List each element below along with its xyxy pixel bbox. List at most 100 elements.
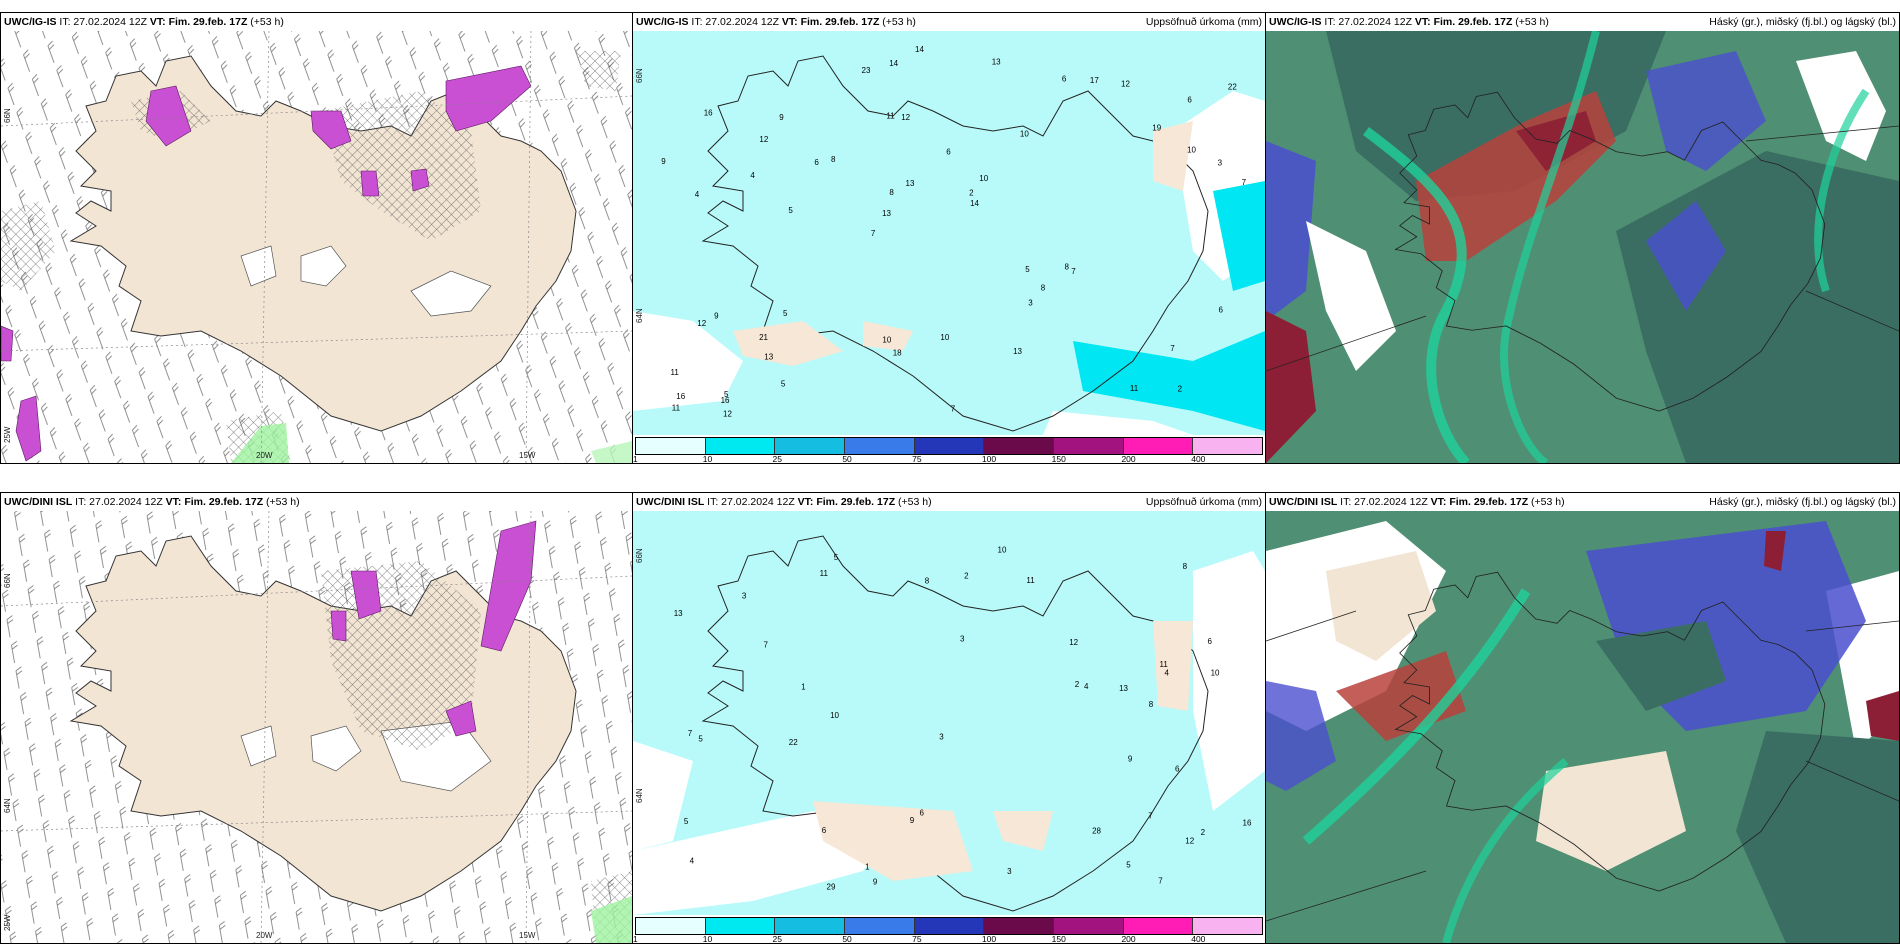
precip-value-label: 11 (1160, 660, 1169, 669)
map-snow-wind (1, 511, 632, 943)
legend-tick-label: 200 (1121, 454, 1136, 464)
legend-tick-label: 150 (1051, 454, 1066, 464)
legend-swatch (775, 438, 846, 454)
graticule-line (1805, 620, 1899, 632)
hatched-snow-area (321, 91, 481, 241)
low-cloud-green (1302, 588, 1531, 845)
legend-color-bar (635, 917, 1263, 935)
panel-title: UWC/DINI ISL IT: 27.02.2024 12Z VT: Fim.… (1266, 493, 1899, 511)
precip-value-label: 9 (779, 113, 784, 122)
legend-swatch (636, 438, 706, 454)
legend-swatch (705, 438, 776, 454)
legend-swatch (1123, 438, 1194, 454)
precip-value-label: 3 (960, 635, 965, 644)
mid-cloud-maroon (1266, 311, 1316, 463)
low-cloud-blue (1646, 51, 1766, 171)
precip-value-label: 14 (889, 59, 898, 68)
model-source: UWC/IG-IS (1269, 16, 1322, 28)
precip-value-label: 7 (1071, 267, 1076, 276)
legend-tick-label: 100 (981, 934, 997, 944)
valid-time: VT: Fim. 29.feb. 17Z (797, 496, 896, 508)
lat-label: 64N (635, 788, 644, 803)
precip-value-label: 18 (893, 348, 902, 357)
graticule-line (1266, 610, 1357, 642)
precip-value-label: 22 (789, 738, 798, 747)
legend-swatch (914, 918, 985, 934)
field-title: Uppsöfnuð úrkoma (mm) (1145, 496, 1262, 508)
precip-value-label: 3 (1028, 298, 1033, 307)
cloud-free-white (1536, 751, 1686, 871)
legend-tick-label: 50 (842, 454, 852, 464)
precip-value-label: 10 (940, 333, 949, 342)
high-cloud-dark (1596, 621, 1726, 711)
panel-title: UWC/IG-IS IT: 27.02.2024 12Z VT: Fim. 29… (1, 13, 632, 31)
legend-ticks: 1 10 25 50 75 100 150 200 400 (633, 934, 1263, 944)
legend-color-bar (635, 437, 1263, 455)
precip-value-label: 5 (1025, 265, 1030, 274)
legend-tick-label: 1 (633, 934, 638, 944)
precip-value-label: 2 (1178, 384, 1183, 393)
init-time: IT: 27.02.2024 12Z (1340, 496, 1428, 508)
green-precip-area (591, 896, 632, 943)
precip-value-label: 7 (688, 729, 693, 738)
snow-precip-purple (350, 570, 382, 620)
precip-value-label: 4 (1084, 682, 1089, 691)
legend-tick-label: 10 (702, 454, 713, 464)
precip-value-label: 7 (1242, 178, 1247, 187)
precip-value-label: 13 (1013, 347, 1022, 356)
precip-value-label: 12 (1069, 638, 1078, 647)
precip-value-label: 7 (871, 229, 876, 238)
precip-cyan (1073, 331, 1265, 431)
precip-value-label: 16 (721, 396, 730, 405)
lat-label: 66N (3, 573, 12, 588)
lead-time: (+53 h) (266, 496, 300, 508)
precip-value-label: 3 (1007, 867, 1012, 876)
lat-label: 64N (3, 798, 12, 813)
precip-value-label: 7 (951, 404, 956, 413)
precip-value-label: 5 (1126, 861, 1131, 870)
snow-precip-purple (145, 85, 192, 147)
precip-value-labels: 2 4 6 7 10 5 11 6 9 8 11 13 12 10 7 16 14 7 5 10 13 10 8 9 6 5 11 7… (661, 45, 1247, 418)
no-precip-area (633, 311, 743, 411)
precip-value-label: 9 (714, 311, 719, 320)
precip-value-label: 16 (704, 108, 713, 117)
cloud-free-white (1326, 551, 1436, 661)
legend-swatch (1193, 438, 1263, 454)
precip-value-label: 4 (1165, 669, 1170, 678)
lat-label: 66N (635, 548, 644, 563)
precip-value-label: 5 (788, 206, 793, 215)
graticule-line (1805, 290, 1899, 332)
glacier-area (240, 245, 277, 287)
legend-tick-label: 100 (981, 454, 997, 464)
precip-value-label: 10 (882, 336, 891, 345)
panel-title: UWC/DINI ISL IT: 27.02.2024 12Z VT: Fim.… (633, 493, 1265, 511)
precip-value-label: 11 (672, 403, 681, 412)
snow-precip-purple (1, 325, 14, 362)
lead-time: (+53 h) (898, 496, 932, 508)
precip-value-label: 7 (1148, 812, 1153, 821)
precip-value-label: 12 (759, 135, 768, 144)
glacier-area (240, 725, 277, 767)
dry-land-area (733, 321, 843, 366)
panel-snow-wind-top: UWC/IG-IS IT: 27.02.2024 12Z VT: Fim. 29… (0, 12, 633, 464)
precip-value-label: 9 (661, 157, 666, 166)
legend-swatch (775, 918, 846, 934)
precip-value-label: 9 (910, 816, 915, 825)
map-clouds (1266, 511, 1899, 943)
lat-label: 66N (635, 68, 644, 83)
low-cloud-green (1442, 757, 1569, 943)
legend-ticks: 1 10 25 50 75 100 150 200 400 (633, 454, 1263, 464)
graticule-line (1266, 315, 1427, 372)
precip-value-label: 9 (1128, 755, 1133, 764)
legend-tick-label: 400 (1191, 934, 1206, 944)
model-source: UWC/DINI ISL (1269, 496, 1338, 508)
iceland-outline (1394, 91, 1826, 412)
precip-value-label: 8 (925, 576, 930, 585)
lon-label: 20W (256, 451, 273, 460)
precip-value-label: 4 (695, 190, 700, 199)
precip-value-label: 13 (1119, 684, 1128, 693)
lead-time: (+53 h) (882, 16, 916, 28)
legend-tick-label: 75 (912, 934, 922, 944)
map-clouds (1266, 31, 1899, 463)
graticule-line (525, 511, 532, 943)
